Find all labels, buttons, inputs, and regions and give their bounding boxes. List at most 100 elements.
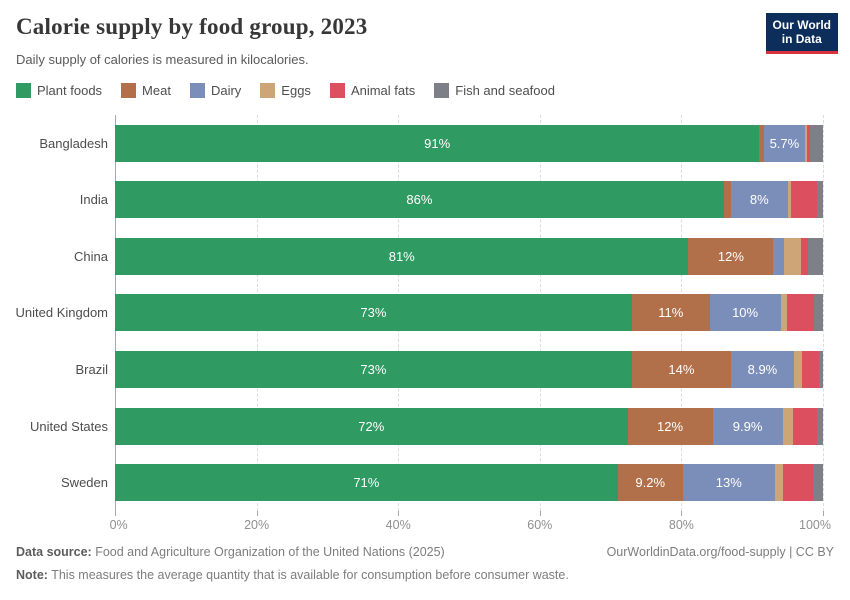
- bar-value-label: 81%: [388, 248, 415, 264]
- legend-label: Meat: [142, 83, 171, 98]
- x-tick-label: 40%: [385, 518, 411, 532]
- bar-value-label: 10%: [732, 305, 759, 321]
- x-tick-label: 80%: [668, 518, 694, 532]
- bar-segment-eggs[interactable]: [782, 407, 794, 445]
- bar-value-label: 91%: [424, 135, 451, 151]
- bar-segment-animal-fats[interactable]: [801, 351, 819, 389]
- stacked-bar: 86% 8%: [115, 181, 823, 219]
- bar-segment-meat[interactable]: 11%: [631, 294, 710, 332]
- x-tick-label: 60%: [527, 518, 553, 532]
- chart-footer: Data source: Food and Agriculture Organi…: [16, 545, 834, 582]
- stacked-bar: 91% 5.7%: [115, 124, 823, 162]
- bar-segment-dairy[interactable]: 5.7%: [764, 124, 805, 162]
- stacked-bar: 71% 9.2% 13%: [115, 464, 823, 502]
- bar-segment-eggs[interactable]: [793, 351, 802, 389]
- bar-segment-fish-and-seafood[interactable]: [816, 407, 823, 445]
- bar-segment-plant-foods[interactable]: 81%: [115, 237, 689, 275]
- chart-row: Sweden 71% 9.2% 13%: [61, 454, 823, 511]
- country-label[interactable]: Brazil: [75, 362, 108, 378]
- legend-swatch-fish-and-seafood: [434, 83, 450, 98]
- bar-segment-plant-foods[interactable]: 73%: [115, 294, 632, 332]
- legend-item-dairy[interactable]: Dairy: [189, 83, 241, 98]
- legend-swatch-plant-foods: [16, 83, 31, 98]
- legend-label: Animal fats: [350, 83, 416, 98]
- bar-value-label: 73%: [360, 305, 387, 321]
- bar-segment-plant-foods[interactable]: 91%: [115, 124, 760, 162]
- bar-segment-plant-foods[interactable]: 86%: [115, 181, 724, 219]
- legend-swatch-meat: [121, 83, 137, 98]
- legend-item-plant-foods[interactable]: Plant foods: [16, 83, 102, 98]
- bar-value-label: 12%: [717, 248, 744, 264]
- country-label[interactable]: United Kingdom: [15, 305, 109, 321]
- country-label[interactable]: Sweden: [61, 475, 108, 491]
- legend-label: Plant foods: [37, 83, 103, 98]
- bar-value-label: 5.7%: [769, 135, 800, 151]
- bar-segment-eggs[interactable]: [784, 237, 802, 275]
- owid-url-link[interactable]: OurWorldinData.org/food-supply | CC BY: [606, 545, 834, 559]
- bar-segment-dairy[interactable]: 10%: [709, 294, 781, 332]
- owid-logo[interactable]: Our World in Data: [765, 13, 838, 54]
- bar-segment-eggs[interactable]: [804, 124, 808, 162]
- country-label[interactable]: Bangladesh: [39, 135, 108, 151]
- bar-segment-animal-fats[interactable]: [807, 124, 811, 162]
- stacked-bar: 73% 11% 10%: [115, 294, 823, 332]
- bar-segment-eggs[interactable]: [787, 181, 792, 219]
- bar-segment-meat[interactable]: 14%: [631, 351, 731, 389]
- data-source-label: Data source:: [16, 545, 92, 559]
- stacked-bar: 81% 12%: [115, 237, 823, 275]
- bar-segment-fish-and-seafood[interactable]: [808, 237, 823, 275]
- bar-segment-dairy[interactable]: 8.9%: [730, 351, 794, 389]
- plot-rows: Bangladesh 91% 5.7% India 86% 8% China 81% 12% Un…: [16, 115, 823, 511]
- bar-segment-fish-and-seafood[interactable]: [810, 124, 823, 162]
- bar-segment-dairy[interactable]: [773, 237, 785, 275]
- chart-row: Bangladesh 91% 5.7%: [39, 115, 823, 172]
- bar-segment-animal-fats[interactable]: [786, 294, 814, 332]
- plot-area: Bangladesh 91% 5.7% India 86% 8% China 81% 12% Un…: [16, 115, 831, 532]
- bar-segment-meat[interactable]: 12%: [627, 407, 713, 445]
- bar-value-label: 72%: [358, 418, 385, 434]
- bar-value-label: 71%: [353, 475, 380, 491]
- bar-value-label: 12%: [657, 418, 684, 434]
- bar-segment-plant-foods[interactable]: 71%: [115, 464, 618, 502]
- bar-segment-dairy[interactable]: 13%: [682, 464, 775, 502]
- bar-segment-plant-foods[interactable]: 73%: [115, 351, 632, 389]
- chart-row: China 81% 12%: [74, 228, 823, 285]
- country-label[interactable]: India: [79, 192, 108, 208]
- footer-note: Note: This measures the average quantity…: [16, 568, 569, 582]
- bar-segment-animal-fats[interactable]: [801, 237, 809, 275]
- legend-swatch-animal-fats: [329, 83, 345, 98]
- owid-logo-line2: in Data: [781, 32, 822, 47]
- legend-label: Eggs: [281, 83, 311, 98]
- bar-value-label: 86%: [406, 192, 433, 208]
- legend-item-meat[interactable]: Meat: [121, 83, 171, 98]
- bar-segment-dairy[interactable]: 9.9%: [712, 407, 783, 445]
- bar-segment-animal-fats[interactable]: [782, 464, 814, 502]
- bar-segment-animal-fats[interactable]: [793, 407, 817, 445]
- x-tick-label: 0%: [109, 518, 128, 532]
- bar-segment-dairy[interactable]: 8%: [730, 181, 788, 219]
- owid-logo-line1: Our World: [772, 18, 831, 32]
- legend-item-animal-fats[interactable]: Animal fats: [329, 83, 416, 98]
- bar-segment-meat[interactable]: 9.2%: [617, 464, 683, 502]
- bar-segment-eggs[interactable]: [774, 464, 783, 502]
- legend-swatch-dairy: [189, 83, 205, 98]
- bar-segment-plant-foods[interactable]: 72%: [115, 407, 628, 445]
- bar-value-label: 9.9%: [732, 418, 763, 434]
- bar-segment-fish-and-seafood[interactable]: [813, 294, 823, 332]
- legend-item-eggs[interactable]: Eggs: [260, 83, 311, 98]
- data-source-text: Data source: Food and Agriculture Organi…: [16, 545, 445, 559]
- bar-segment-eggs[interactable]: [780, 294, 787, 332]
- bar-segment-meat[interactable]: [723, 181, 731, 219]
- country-label[interactable]: China: [74, 248, 108, 264]
- gridline-100: [823, 115, 824, 511]
- bar-value-label: 9.2%: [635, 475, 666, 491]
- legend-item-fish-and-seafood[interactable]: Fish and seafood: [434, 83, 555, 98]
- country-label[interactable]: United States: [29, 418, 108, 434]
- bar-segment-fish-and-seafood[interactable]: [816, 181, 823, 219]
- bar-segment-meat[interactable]: [759, 124, 765, 162]
- bar-segment-fish-and-seafood[interactable]: [813, 464, 823, 502]
- bar-segment-meat[interactable]: 12%: [688, 237, 774, 275]
- bar-segment-animal-fats[interactable]: [791, 181, 817, 219]
- bar-segment-fish-and-seafood[interactable]: [818, 351, 823, 389]
- stacked-bar: 72% 12% 9.9%: [115, 407, 823, 445]
